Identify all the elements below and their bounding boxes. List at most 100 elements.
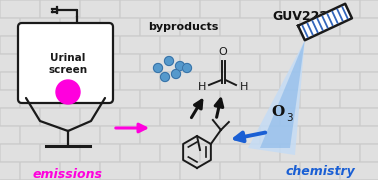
FancyBboxPatch shape [300, 90, 340, 108]
Text: O: O [218, 47, 228, 57]
FancyBboxPatch shape [220, 162, 260, 180]
FancyBboxPatch shape [0, 0, 40, 18]
Text: 3: 3 [286, 113, 292, 123]
FancyBboxPatch shape [180, 54, 220, 72]
Text: screen: screen [48, 65, 88, 75]
FancyBboxPatch shape [240, 0, 280, 18]
FancyBboxPatch shape [340, 54, 378, 72]
Text: byproducts: byproducts [148, 22, 218, 32]
FancyBboxPatch shape [80, 108, 120, 126]
FancyBboxPatch shape [140, 162, 180, 180]
FancyBboxPatch shape [0, 144, 40, 162]
FancyBboxPatch shape [260, 54, 300, 72]
FancyBboxPatch shape [0, 126, 20, 144]
FancyBboxPatch shape [340, 126, 378, 144]
FancyBboxPatch shape [300, 162, 340, 180]
FancyBboxPatch shape [160, 0, 200, 18]
FancyBboxPatch shape [280, 36, 320, 54]
FancyBboxPatch shape [320, 0, 360, 18]
FancyBboxPatch shape [360, 36, 378, 54]
Circle shape [153, 64, 163, 73]
FancyBboxPatch shape [18, 23, 113, 103]
FancyBboxPatch shape [320, 108, 360, 126]
FancyBboxPatch shape [240, 72, 280, 90]
Circle shape [164, 57, 174, 66]
FancyBboxPatch shape [320, 36, 360, 54]
FancyBboxPatch shape [300, 126, 340, 144]
Polygon shape [298, 4, 352, 40]
Text: H: H [198, 82, 206, 92]
Circle shape [183, 64, 192, 73]
FancyBboxPatch shape [140, 18, 180, 36]
FancyBboxPatch shape [80, 144, 120, 162]
FancyBboxPatch shape [40, 0, 80, 18]
FancyBboxPatch shape [280, 72, 320, 90]
FancyBboxPatch shape [200, 72, 240, 90]
FancyBboxPatch shape [320, 72, 360, 90]
Text: Urinal: Urinal [50, 53, 86, 63]
FancyBboxPatch shape [0, 18, 20, 36]
FancyBboxPatch shape [300, 18, 340, 36]
FancyBboxPatch shape [180, 126, 220, 144]
FancyBboxPatch shape [20, 126, 60, 144]
FancyBboxPatch shape [0, 108, 40, 126]
FancyBboxPatch shape [60, 162, 100, 180]
FancyBboxPatch shape [120, 0, 160, 18]
FancyBboxPatch shape [20, 18, 60, 36]
FancyBboxPatch shape [260, 162, 300, 180]
FancyBboxPatch shape [100, 126, 140, 144]
FancyBboxPatch shape [140, 126, 180, 144]
FancyBboxPatch shape [80, 72, 120, 90]
FancyBboxPatch shape [360, 144, 378, 162]
FancyBboxPatch shape [40, 36, 80, 54]
FancyBboxPatch shape [300, 54, 340, 72]
FancyBboxPatch shape [0, 90, 20, 108]
FancyBboxPatch shape [80, 0, 120, 18]
Circle shape [172, 69, 181, 78]
FancyBboxPatch shape [260, 18, 300, 36]
FancyBboxPatch shape [320, 144, 360, 162]
FancyBboxPatch shape [120, 36, 160, 54]
FancyBboxPatch shape [40, 72, 80, 90]
FancyBboxPatch shape [120, 144, 160, 162]
FancyBboxPatch shape [220, 126, 260, 144]
FancyBboxPatch shape [20, 162, 60, 180]
FancyBboxPatch shape [240, 36, 280, 54]
FancyBboxPatch shape [340, 90, 378, 108]
FancyBboxPatch shape [260, 126, 300, 144]
FancyBboxPatch shape [360, 0, 378, 18]
FancyBboxPatch shape [60, 90, 100, 108]
FancyBboxPatch shape [360, 72, 378, 90]
Circle shape [175, 62, 184, 71]
FancyBboxPatch shape [180, 18, 220, 36]
FancyBboxPatch shape [160, 108, 200, 126]
FancyBboxPatch shape [220, 18, 260, 36]
FancyBboxPatch shape [60, 126, 100, 144]
FancyBboxPatch shape [280, 0, 320, 18]
FancyBboxPatch shape [80, 36, 120, 54]
FancyBboxPatch shape [160, 36, 200, 54]
FancyBboxPatch shape [60, 54, 100, 72]
FancyBboxPatch shape [180, 90, 220, 108]
FancyBboxPatch shape [200, 0, 240, 18]
FancyBboxPatch shape [40, 108, 80, 126]
FancyBboxPatch shape [280, 144, 320, 162]
FancyBboxPatch shape [240, 108, 280, 126]
FancyBboxPatch shape [140, 90, 180, 108]
FancyBboxPatch shape [200, 36, 240, 54]
FancyBboxPatch shape [0, 36, 40, 54]
FancyBboxPatch shape [100, 162, 140, 180]
Text: H: H [240, 82, 248, 92]
Circle shape [56, 80, 80, 104]
FancyBboxPatch shape [0, 54, 20, 72]
FancyBboxPatch shape [60, 18, 100, 36]
Text: chemistry: chemistry [285, 165, 355, 179]
Text: O: O [271, 105, 285, 119]
FancyBboxPatch shape [240, 144, 280, 162]
FancyBboxPatch shape [180, 162, 220, 180]
FancyBboxPatch shape [120, 72, 160, 90]
FancyBboxPatch shape [160, 72, 200, 90]
FancyBboxPatch shape [200, 144, 240, 162]
Polygon shape [248, 40, 305, 155]
Circle shape [161, 73, 169, 82]
